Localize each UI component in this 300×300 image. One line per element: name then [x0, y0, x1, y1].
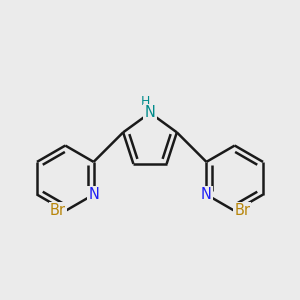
Text: N: N — [201, 187, 212, 202]
Text: H: H — [141, 95, 150, 108]
Text: Br: Br — [234, 203, 250, 218]
Text: N: N — [145, 105, 155, 120]
Text: Br: Br — [50, 203, 66, 218]
Text: N: N — [88, 187, 99, 202]
